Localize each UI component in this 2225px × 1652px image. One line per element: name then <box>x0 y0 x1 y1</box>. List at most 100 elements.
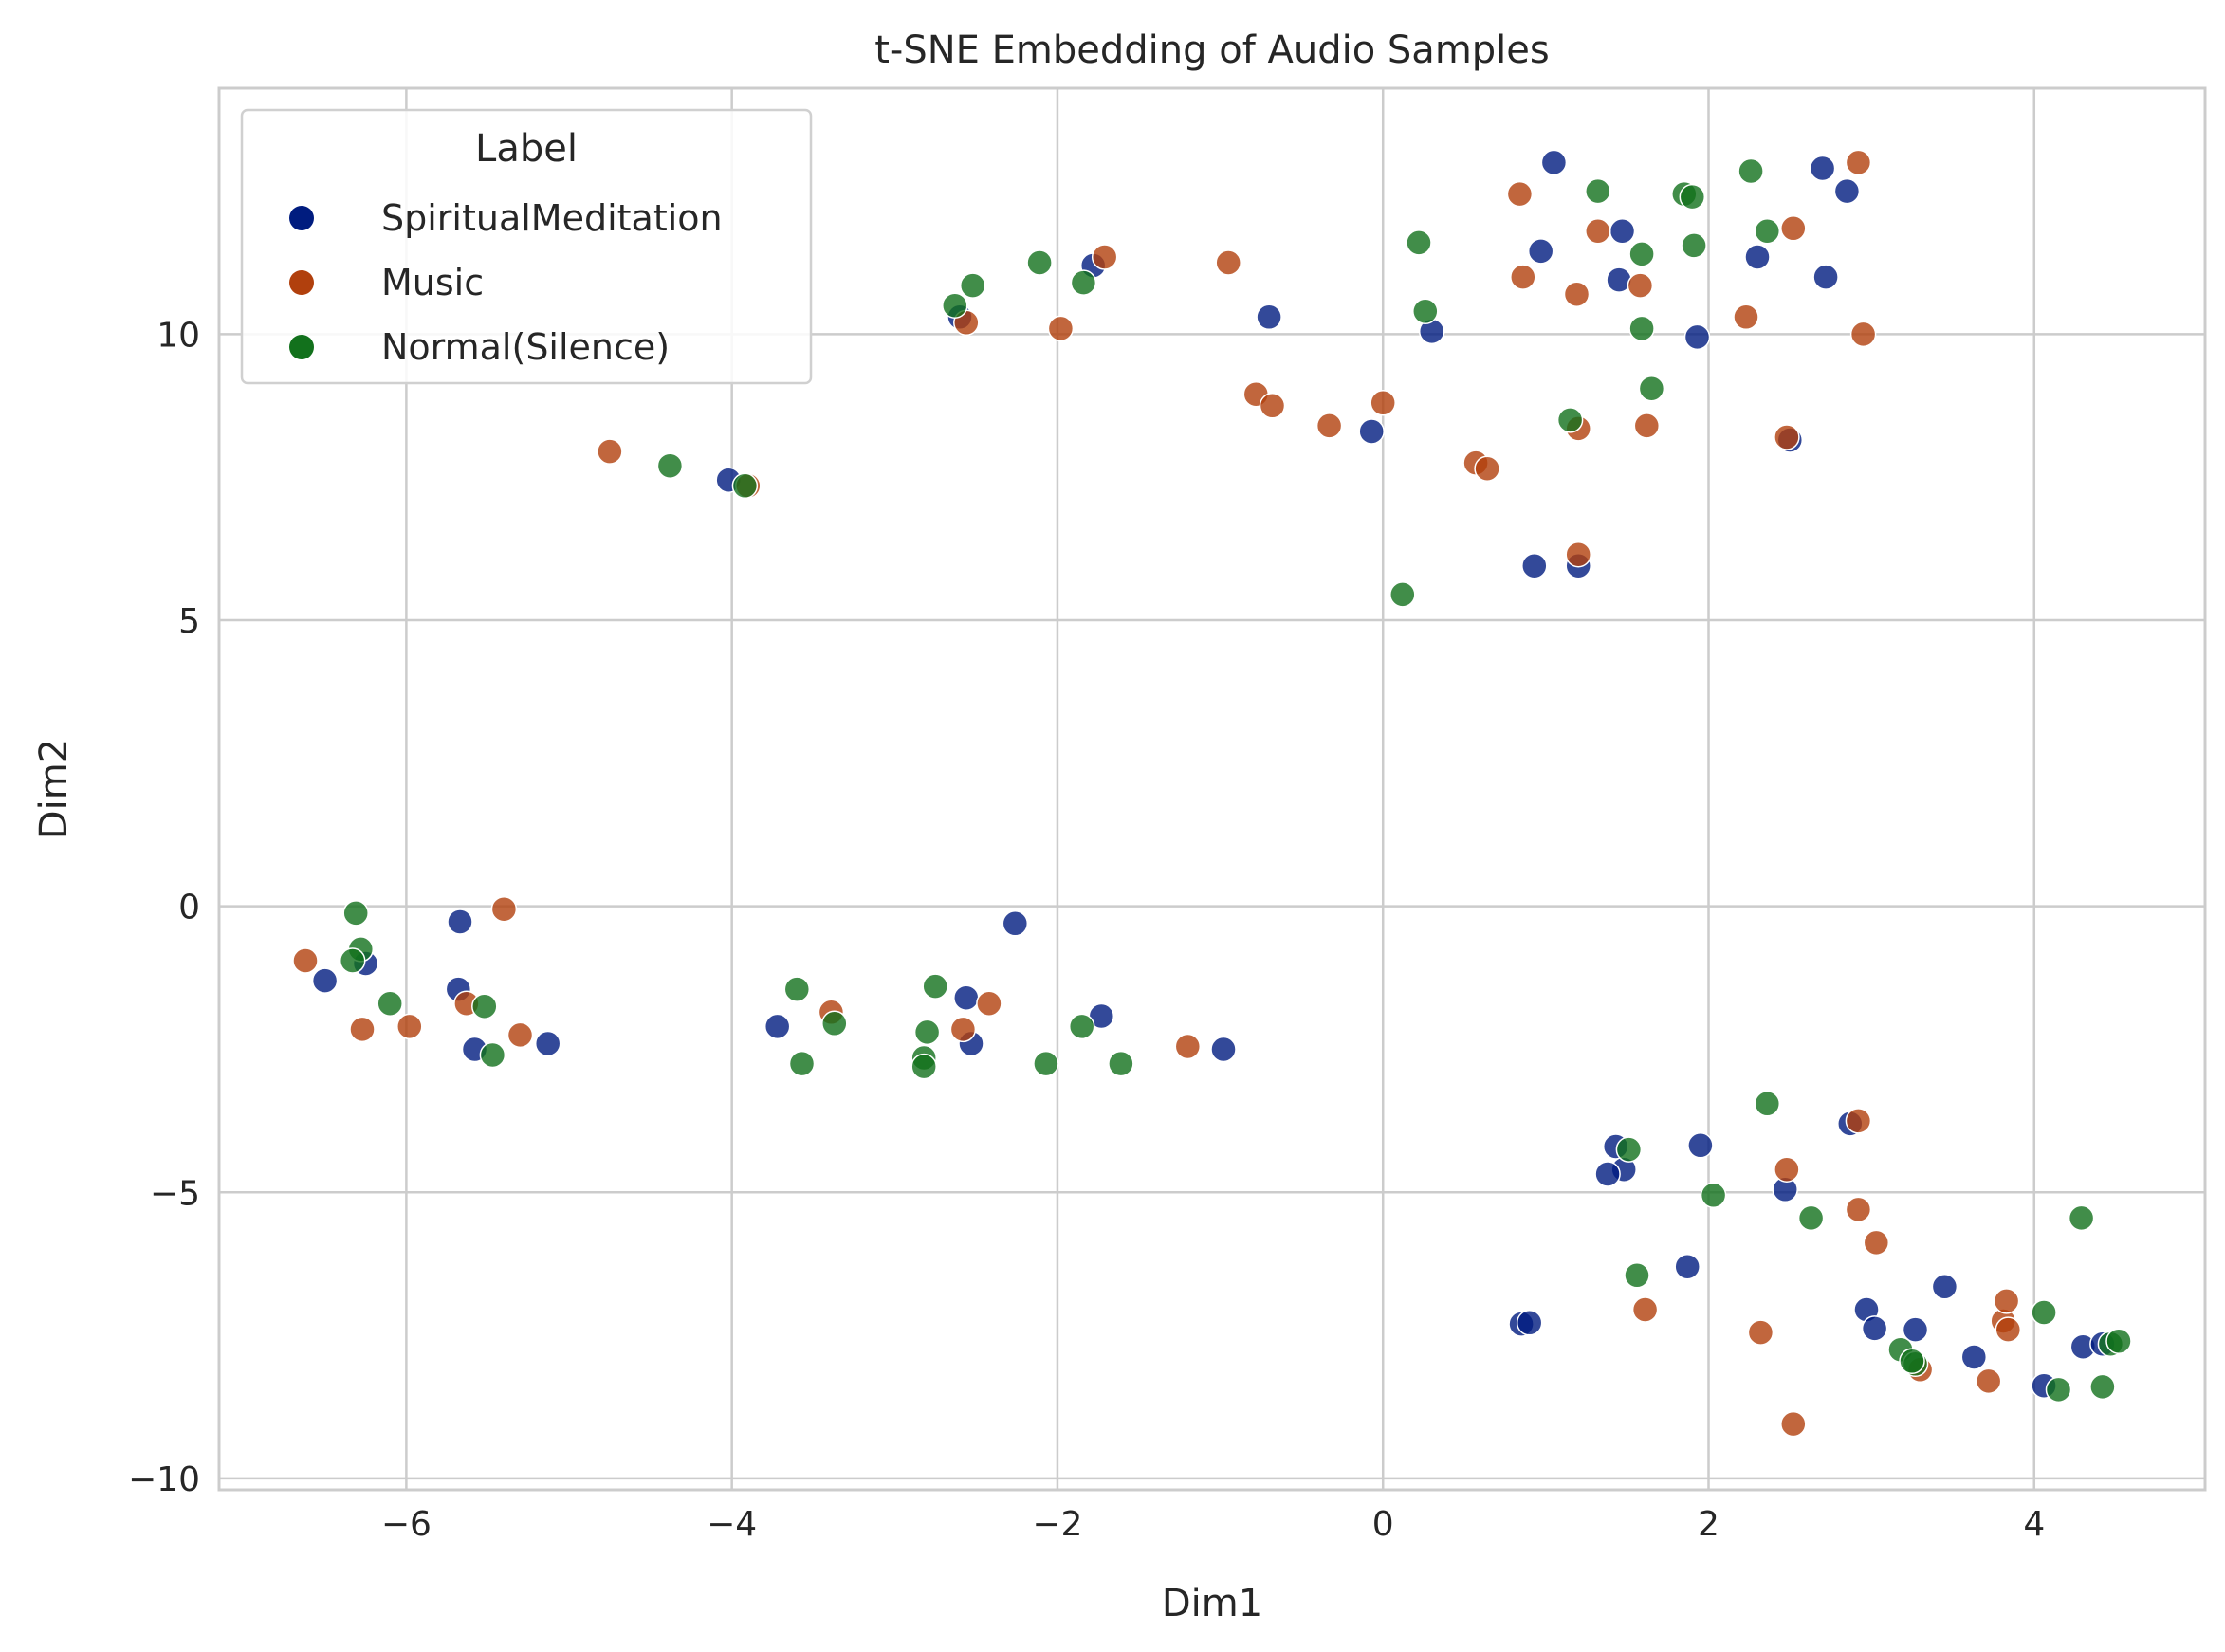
point-music <box>506 1021 534 1049</box>
point-spiritualmeditation <box>1527 238 1554 265</box>
y-axis-label: Dim2 <box>32 739 76 839</box>
x-tick-label: −6 <box>381 1505 432 1544</box>
point-spiritualmeditation <box>1687 1132 1714 1159</box>
point-spiritualmeditation <box>1674 1253 1701 1280</box>
plot-frame <box>217 86 2207 1492</box>
point-normal-silence <box>1638 375 1665 402</box>
point-spiritualmeditation <box>1683 323 1711 351</box>
point-spiritualmeditation <box>1861 1315 1888 1342</box>
point-music <box>1845 1108 1872 1134</box>
x-tick-label: 4 <box>2023 1505 2045 1544</box>
point-music <box>1215 249 1241 276</box>
point-music <box>1780 215 1807 242</box>
point-spiritualmeditation <box>1210 1036 1237 1063</box>
point-normal-silence <box>1108 1050 1134 1077</box>
point-music <box>490 895 518 923</box>
point-music <box>1747 1319 1774 1346</box>
point-normal-silence <box>1406 229 1432 256</box>
legend-label-music: Music <box>381 262 484 303</box>
point-music <box>1091 244 1118 270</box>
legend: Label SpiritualMeditation Music Normal(S… <box>240 108 813 385</box>
point-normal-silence <box>1615 1136 1643 1163</box>
x-tick-label: −4 <box>707 1505 757 1544</box>
point-music <box>1510 264 1536 290</box>
point-normal-silence <box>942 292 968 319</box>
point-normal-silence <box>1585 177 1611 205</box>
point-spiritualmeditation <box>763 1013 791 1040</box>
point-spiritualmeditation <box>1358 418 1385 445</box>
point-music <box>396 1013 423 1040</box>
point-music <box>1370 390 1396 416</box>
point-music <box>292 947 319 974</box>
point-spiritualmeditation <box>1002 910 1029 937</box>
x-tick-label: 2 <box>1698 1505 1719 1544</box>
point-normal-silence <box>1068 1013 1095 1040</box>
legend-title: Label <box>475 127 578 171</box>
point-music <box>1993 1288 2020 1314</box>
point-spiritualmeditation <box>1609 218 1636 245</box>
point-music <box>1863 1229 1890 1257</box>
y-tick-label: 5 <box>178 602 200 641</box>
series-normal-silence <box>339 157 2132 1404</box>
point-normal-silence <box>1624 1262 1650 1289</box>
point-normal-silence <box>656 452 684 479</box>
point-spiritualmeditation <box>1594 1161 1621 1187</box>
point-music <box>1845 149 1872 176</box>
point-music <box>1995 1316 2022 1343</box>
legend-marker-normal-silence <box>289 335 314 359</box>
point-music <box>1733 303 1759 331</box>
point-music <box>1315 413 1343 439</box>
point-normal-silence <box>1033 1050 1059 1077</box>
point-normal-silence <box>1070 269 1097 296</box>
point-normal-silence <box>913 1019 941 1046</box>
point-music <box>1474 455 1500 482</box>
x-tick-label: −2 <box>1032 1505 1082 1544</box>
y-tick-label: −5 <box>150 1174 200 1213</box>
point-music <box>1975 1367 2002 1395</box>
legend-label-normal-silence: Normal(Silence) <box>381 326 670 368</box>
grid-lines <box>219 88 2205 1490</box>
point-normal-silence <box>1628 315 1655 342</box>
point-spiritualmeditation <box>1516 1310 1543 1336</box>
point-music <box>1774 1156 1800 1183</box>
point-music <box>597 438 623 465</box>
point-normal-silence <box>1389 581 1416 608</box>
point-music <box>976 990 1002 1017</box>
point-normal-silence <box>339 947 366 974</box>
point-spiritualmeditation <box>1960 1344 1988 1370</box>
data-points <box>292 149 2132 1438</box>
point-normal-silence <box>1700 1182 1727 1209</box>
point-normal-silence <box>1754 1091 1781 1117</box>
legend-label-spiritualmeditation: SpiritualMeditation <box>381 197 723 239</box>
point-music <box>349 1016 376 1043</box>
legend-marker-spiritualmeditation <box>289 206 314 230</box>
legend-marker-music <box>289 270 314 295</box>
point-music <box>1774 424 1800 450</box>
point-music <box>1845 1196 1872 1223</box>
point-spiritualmeditation <box>1812 264 1839 290</box>
point-normal-silence <box>922 973 948 1000</box>
tick-labels: −6 −4 −2 0 2 4 −10 −5 0 5 10 <box>128 316 2045 1544</box>
point-spiritualmeditation <box>1521 552 1548 579</box>
point-normal-silence <box>1754 218 1781 245</box>
point-normal-silence <box>2045 1376 2072 1404</box>
point-normal-silence <box>2105 1328 2132 1354</box>
point-normal-silence <box>788 1050 816 1077</box>
point-music <box>1563 281 1591 307</box>
point-normal-silence <box>783 976 811 1002</box>
point-music <box>1047 315 1075 342</box>
point-spiritualmeditation <box>1256 303 1282 331</box>
point-normal-silence <box>377 990 403 1017</box>
point-spiritualmeditation <box>1931 1274 1958 1300</box>
point-music <box>1633 413 1661 439</box>
point-music <box>1506 180 1534 208</box>
point-normal-silence <box>2031 1299 2057 1326</box>
point-music <box>1259 393 1286 419</box>
point-normal-silence <box>1681 232 1707 259</box>
point-normal-silence <box>1797 1204 1825 1232</box>
point-normal-silence <box>731 472 759 500</box>
point-normal-silence <box>2068 1204 2095 1232</box>
point-normal-silence <box>1026 249 1053 276</box>
point-music <box>1174 1033 1202 1060</box>
point-music <box>1565 541 1591 568</box>
